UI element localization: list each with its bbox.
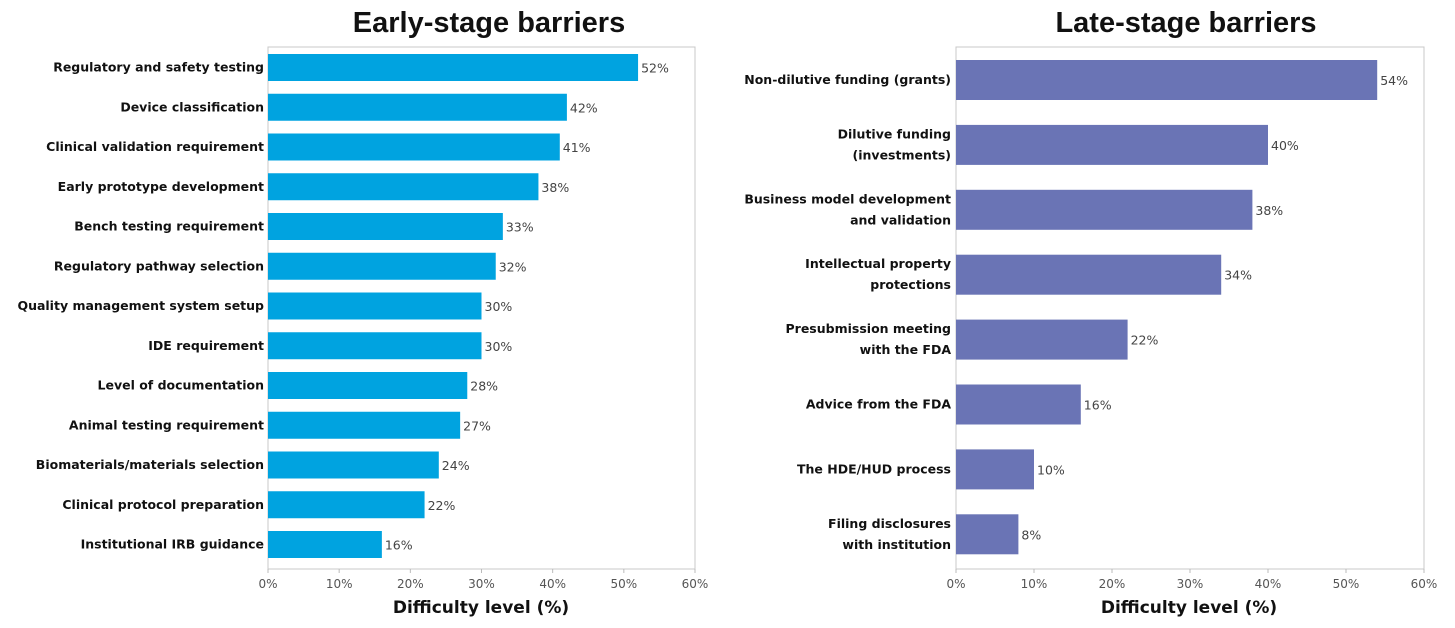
- late-stage-category-label-line: Presubmission meeting: [786, 321, 952, 336]
- early-stage-bar: [268, 173, 539, 201]
- late-stage-data-label: 54%: [1380, 73, 1408, 88]
- late-stage-x-tick-label: 40%: [1255, 577, 1282, 591]
- early-stage-bar: [268, 372, 468, 399]
- late-stage-x-tick-label: 30%: [1177, 577, 1204, 591]
- late-stage-category-label-line: protections: [870, 277, 951, 292]
- early-stage-category-label: Level of documentation: [98, 378, 265, 393]
- early-stage-bar: [268, 54, 639, 81]
- late-stage-category-label: The HDE/HUD process: [797, 461, 951, 476]
- late-stage-category-label: Filing disclosures with institution: [828, 516, 951, 552]
- early-stage-bar: [268, 451, 439, 479]
- early-stage-data-label: 27%: [463, 418, 491, 433]
- early-stage-category-label: Clinical protocol preparation: [62, 497, 264, 512]
- early-stage-data-label: 52%: [641, 61, 669, 76]
- early-stage-data-label: 28%: [470, 379, 498, 394]
- early-stage-category-label: Regulatory pathway selection: [54, 258, 264, 273]
- early-stage-data-label: 22%: [428, 498, 456, 513]
- late-stage-x-tick-label: 20%: [1099, 577, 1126, 591]
- late-stage-category-label: Advice from the FDA: [806, 397, 951, 412]
- early-stage-chart-title: Early-stage barriers: [353, 7, 625, 39]
- late-stage-category-label-line: Business model development: [744, 191, 951, 206]
- late-stage-data-label: 38%: [1255, 203, 1283, 218]
- late-stage-chart: Late-stage barriers Difficulty level (%)…: [744, 7, 1437, 618]
- early-stage-category-label: Quality management system setup: [17, 298, 264, 313]
- early-stage-category-label: IDE requirement: [148, 338, 264, 353]
- early-stage-bar: [268, 213, 503, 240]
- late-stage-x-tick-label: 50%: [1333, 577, 1360, 591]
- early-stage-data-label: 30%: [485, 339, 513, 354]
- late-stage-x-tick-label: 60%: [1411, 577, 1438, 591]
- late-stage-x-tick-label: 10%: [1021, 577, 1048, 591]
- late-stage-category-label: Intellectual property protections: [805, 256, 951, 292]
- early-stage-category-label: Bench testing requirement: [74, 219, 264, 234]
- early-stage-bar: [268, 411, 461, 439]
- early-stage-category-label: Clinical validation requirement: [46, 139, 264, 154]
- early-stage-data-label: 30%: [485, 299, 513, 314]
- late-stage-category-label: Non-dilutive funding (grants): [744, 72, 951, 87]
- early-stage-x-tick-label: 60%: [682, 577, 709, 591]
- late-stage-category-label-line: Dilutive funding: [838, 126, 951, 141]
- early-stage-data-label: 41%: [563, 140, 591, 155]
- late-stage-data-label: 40%: [1271, 138, 1299, 153]
- late-stage-category-label: Presubmission meeting with the FDA: [786, 321, 952, 357]
- early-stage-x-tick-label: 40%: [539, 577, 566, 591]
- late-stage-bar: [956, 189, 1253, 230]
- early-stage-bar: [268, 292, 482, 320]
- late-stage-data-label: 22%: [1131, 333, 1159, 348]
- early-stage-bar: [268, 133, 560, 161]
- late-stage-category-label: Business model development and validation: [744, 191, 951, 227]
- late-stage-category-label-line: and validation: [850, 212, 951, 227]
- early-stage-x-tick-label: 0%: [258, 577, 277, 591]
- early-stage-x-tick-label: 10%: [326, 577, 353, 591]
- late-stage-data-label: 16%: [1084, 398, 1112, 413]
- late-stage-category-label-line: with the FDA: [860, 342, 952, 357]
- early-stage-chart: Early-stage barriers Difficulty level (%…: [17, 7, 708, 618]
- late-stage-data-label: 34%: [1224, 268, 1252, 283]
- early-stage-bar: [268, 93, 567, 121]
- early-stage-x-tick-label: 20%: [397, 577, 424, 591]
- late-stage-chart-title: Late-stage barriers: [1055, 7, 1316, 39]
- late-stage-category-label-line: with institution: [842, 537, 951, 552]
- late-stage-bar: [956, 60, 1378, 100]
- early-stage-category-label: Device classification: [120, 99, 264, 114]
- early-stage-data-label: 16%: [385, 538, 413, 553]
- late-stage-bar: [956, 124, 1268, 165]
- late-stage-category-label-line: (investments): [853, 147, 951, 162]
- early-stage-bar: [268, 252, 496, 280]
- early-stage-bar: [268, 332, 482, 360]
- early-stage-data-label: 24%: [442, 458, 470, 473]
- late-stage-category-label-line: Intellectual property: [805, 256, 951, 271]
- early-stage-data-label: 42%: [570, 100, 598, 115]
- late-stage-bar: [956, 319, 1128, 360]
- early-stage-category-label: Animal testing requirement: [69, 417, 264, 432]
- early-stage-category-label: Regulatory and safety testing: [53, 60, 264, 75]
- early-stage-x-tick-label: 50%: [610, 577, 637, 591]
- early-stage-category-label: Biomaterials/materials selection: [36, 457, 264, 472]
- early-stage-bar: [268, 531, 382, 558]
- late-stage-category-label-line: Filing disclosures: [828, 516, 951, 531]
- late-stage-bar: [956, 514, 1019, 555]
- early-stage-x-axis-label: Difficulty level (%): [393, 598, 569, 618]
- early-stage-x-tick-label: 30%: [468, 577, 495, 591]
- late-stage-x-tick-label: 0%: [946, 577, 965, 591]
- early-stage-category-label: Institutional IRB guidance: [81, 537, 264, 552]
- late-stage-category-label: Dilutive funding (investments): [838, 126, 951, 162]
- early-stage-data-label: 38%: [541, 180, 569, 195]
- early-stage-data-label: 33%: [506, 220, 534, 235]
- late-stage-data-label: 10%: [1037, 462, 1065, 477]
- early-stage-category-label: Early prototype development: [58, 179, 264, 194]
- early-stage-bar: [268, 491, 425, 519]
- late-stage-data-label: 8%: [1021, 527, 1041, 542]
- late-stage-bar: [956, 449, 1034, 490]
- late-stage-bar: [956, 384, 1081, 425]
- late-stage-x-axis-label: Difficulty level (%): [1101, 598, 1277, 618]
- late-stage-bar: [956, 254, 1222, 295]
- early-stage-data-label: 32%: [499, 259, 527, 274]
